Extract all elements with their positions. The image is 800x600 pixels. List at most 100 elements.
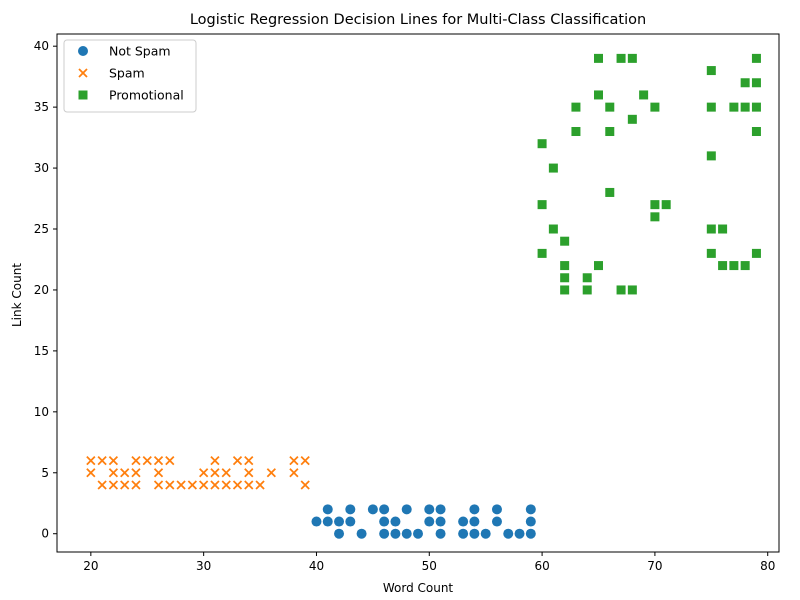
data-point <box>232 455 243 466</box>
data-point <box>97 480 107 490</box>
data-point <box>199 468 209 478</box>
data-point <box>525 504 536 515</box>
data-point <box>616 53 626 63</box>
y-tick-label: 30 <box>34 161 49 175</box>
x-tick-label: 50 <box>422 559 437 573</box>
data-point <box>548 224 558 234</box>
data-point <box>300 455 310 466</box>
data-point <box>751 53 761 63</box>
plot-frame <box>56 33 780 553</box>
legend-marker <box>78 46 88 56</box>
data-point <box>401 504 412 515</box>
x-tick-label: 60 <box>534 559 549 573</box>
series-promotional <box>537 53 761 295</box>
series-spam <box>86 455 310 490</box>
data-point <box>131 468 141 478</box>
data-point <box>706 102 716 112</box>
legend-item: Spam <box>78 66 145 81</box>
data-point <box>86 455 96 466</box>
data-point <box>560 236 570 246</box>
data-point <box>751 248 761 258</box>
data-point <box>322 516 333 527</box>
data-point <box>491 504 502 515</box>
x-tick-label: 40 <box>309 559 324 573</box>
data-point <box>729 102 739 112</box>
data-point <box>571 102 581 112</box>
data-point <box>605 187 615 197</box>
data-point <box>379 516 390 527</box>
plot-area <box>56 33 780 553</box>
data-point <box>108 480 119 490</box>
data-point <box>469 504 480 515</box>
data-point <box>390 516 401 527</box>
data-point <box>560 261 570 271</box>
data-point <box>379 528 390 539</box>
legend: Not Spam Spam Promotional <box>63 39 197 113</box>
data-point <box>401 528 412 539</box>
data-point <box>187 480 198 490</box>
data-point <box>97 455 107 466</box>
data-point <box>390 528 401 539</box>
data-point <box>266 468 276 478</box>
data-point <box>582 273 592 283</box>
legend-label: Not Spam <box>109 44 171 59</box>
data-point <box>751 78 761 88</box>
data-point <box>289 468 299 478</box>
data-point <box>334 516 345 527</box>
data-point <box>356 528 367 539</box>
x-axis: 20 30 40 50 60 70 80 <box>83 552 775 573</box>
data-point <box>469 516 480 527</box>
data-point <box>424 504 435 515</box>
data-point <box>718 224 728 234</box>
data-point <box>661 200 671 210</box>
data-point <box>244 480 254 490</box>
y-tick-label: 20 <box>34 283 49 297</box>
data-point <box>525 516 536 527</box>
data-point <box>345 504 356 515</box>
series-not-spam <box>311 504 536 539</box>
y-axis: 0 5 10 15 20 25 30 35 40 <box>34 39 57 541</box>
legend-marker <box>78 90 88 100</box>
data-point <box>560 273 570 283</box>
data-point <box>718 261 728 271</box>
y-tick-label: 10 <box>34 405 49 419</box>
data-point <box>740 102 750 112</box>
data-point <box>289 455 299 466</box>
data-point <box>165 455 175 466</box>
data-point <box>537 248 547 258</box>
data-point <box>582 285 592 295</box>
data-point <box>491 516 502 527</box>
data-point <box>199 480 209 490</box>
data-point <box>706 248 716 258</box>
legend-label: Spam <box>109 66 145 81</box>
data-point <box>514 528 525 539</box>
data-point <box>120 480 130 490</box>
data-point <box>537 139 547 149</box>
legend-label: Promotional <box>109 88 184 103</box>
data-point <box>639 90 649 100</box>
data-point <box>740 78 750 88</box>
data-point <box>706 151 716 161</box>
x-tick-label: 20 <box>83 559 98 573</box>
data-point <box>221 468 231 478</box>
data-point <box>605 127 615 137</box>
x-tick-label: 70 <box>647 559 662 573</box>
data-point <box>650 102 660 112</box>
y-tick-label: 35 <box>34 100 49 114</box>
y-tick-label: 40 <box>34 39 49 53</box>
data-point <box>311 516 322 527</box>
data-point <box>627 114 637 124</box>
data-point <box>751 127 761 137</box>
chart-title: Logistic Regression Decision Lines for M… <box>190 12 646 28</box>
data-point <box>560 285 570 295</box>
data-point <box>176 480 186 490</box>
legend-marker <box>78 68 88 78</box>
data-point <box>729 261 739 271</box>
data-point <box>424 516 435 527</box>
data-point <box>706 224 716 234</box>
data-point <box>594 90 603 100</box>
data-point <box>131 455 141 466</box>
data-point <box>334 528 345 539</box>
data-point <box>232 480 243 490</box>
data-point <box>740 261 750 271</box>
